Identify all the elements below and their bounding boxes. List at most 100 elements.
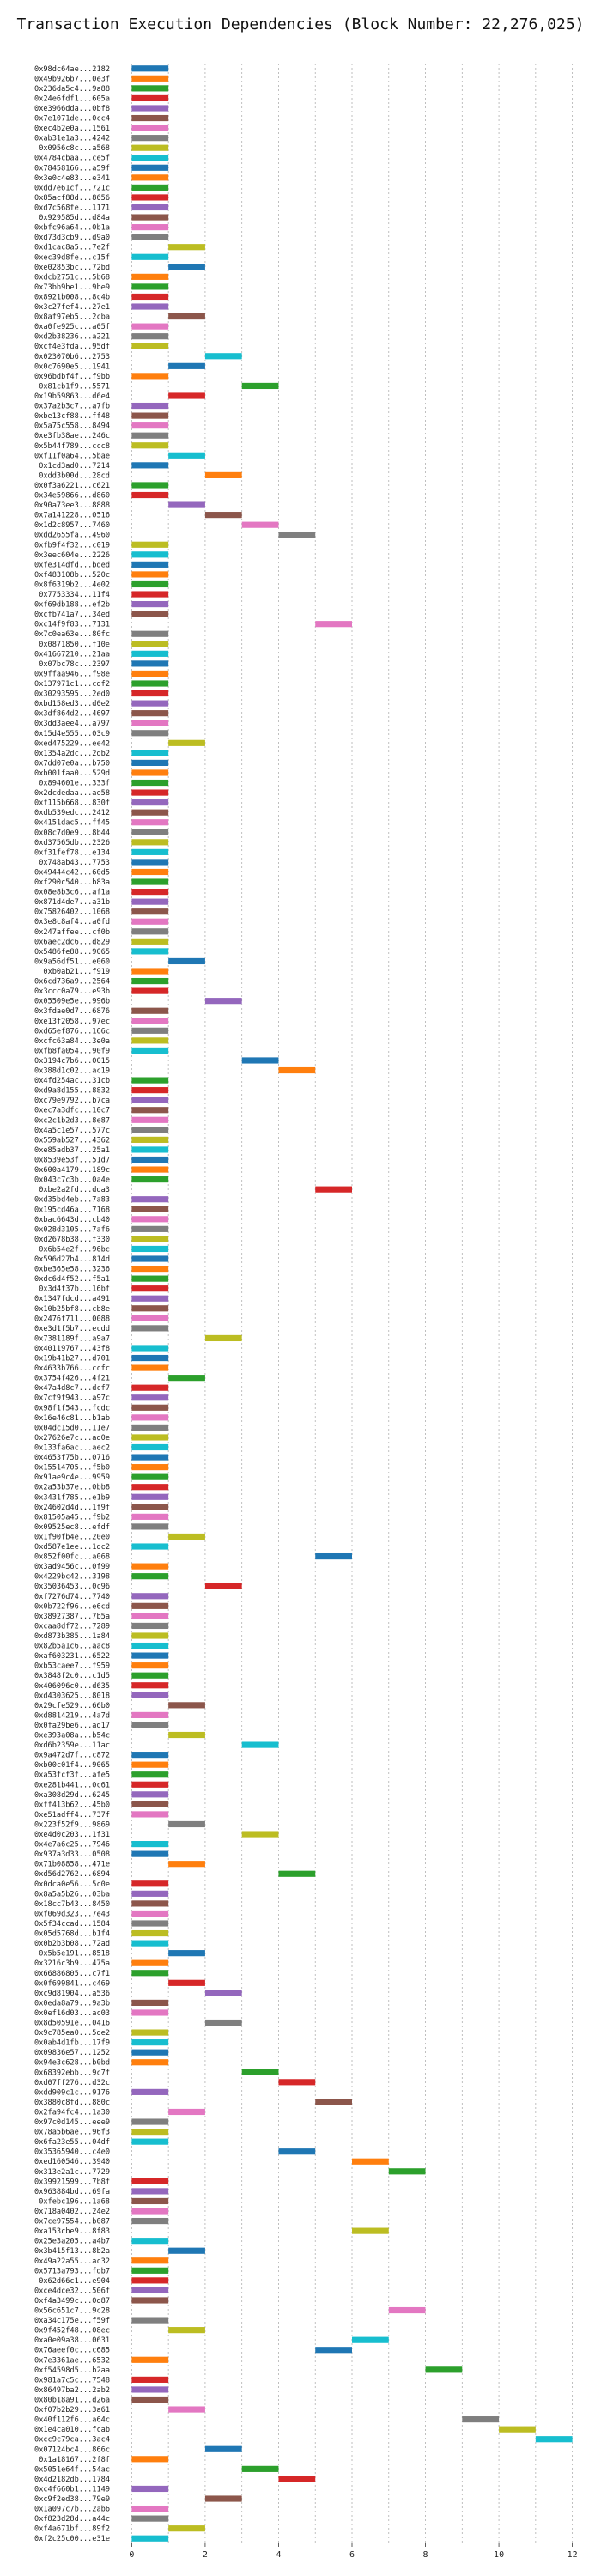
y-tick-label: 0x894601e...333f [39, 780, 110, 788]
transaction-bar [131, 889, 169, 896]
y-tick-label: 0xf115b668...830f [34, 799, 110, 808]
transaction-bar [168, 1533, 205, 1540]
transaction-bar [131, 293, 169, 301]
transaction-bar [352, 2227, 389, 2234]
y-tick-label: 0xd1cac8a5...7e2f [34, 244, 110, 252]
y-tick-label: 0x98f1f543...fcdc [34, 1404, 110, 1413]
transaction-bar [131, 700, 169, 707]
y-tick-label: 0xcaa8df72...7289 [34, 1622, 110, 1631]
transaction-bar [131, 2178, 169, 2184]
y-tick-label: 0x137971c1...cdf2 [34, 680, 110, 689]
y-tick-label: 0xe3d1f5b7...ecdd [34, 1325, 110, 1334]
y-tick-label: 0xbd158ed3...d0e2 [34, 700, 110, 708]
y-tick-label: 0x96bdbf4f...f9bb [34, 373, 110, 381]
transaction-bar [131, 343, 169, 349]
y-tick-label: 0xf2c25c00...e31e [34, 2535, 110, 2543]
transaction-bar [315, 621, 352, 628]
y-tick-label: 0x6aec2dc6...d829 [34, 938, 110, 946]
transaction-bar [131, 829, 169, 835]
transaction-bar [131, 2297, 169, 2304]
y-tick-label: 0x4e7a6c25...7946 [34, 1841, 110, 1850]
y-tick-label: 0x2476f711...0088 [34, 1315, 110, 1323]
transaction-bar [131, 1543, 169, 1550]
y-tick-label: 0x1cd3ad0...7214 [39, 462, 110, 471]
transaction-bar [131, 1424, 169, 1431]
x-tick-label: 4 [276, 2550, 281, 2560]
transaction-bar [131, 1434, 169, 1441]
y-tick-label: 0x24602d4d...1f9f [34, 1504, 110, 1512]
y-tick-label: 0x05d5768d...b1f4 [34, 1930, 110, 1939]
y-tick-label: 0xdc6d4f52...f5a1 [34, 1275, 110, 1284]
y-tick-label: 0x85acf88d...8656 [34, 194, 110, 203]
y-tick-label: 0xe3fb38ae...246c [34, 432, 110, 440]
transaction-bar [131, 938, 169, 945]
x-tick-label: 12 [568, 2550, 578, 2560]
y-tick-label: 0xe02853bc...72bd [34, 264, 110, 272]
y-tick-label: 0x15d4e555...03c9 [34, 730, 110, 738]
transaction-bar [131, 125, 169, 131]
transaction-bar [204, 2019, 242, 2026]
transaction-bar [131, 1781, 169, 1788]
y-tick-label: 0xf54598d5...b2aa [34, 2366, 110, 2375]
y-tick-label: 0xc14f9f83...7131 [34, 621, 110, 629]
transaction-bar [168, 501, 205, 508]
transaction-bar [131, 1880, 169, 1887]
y-tick-label: 0x35365940...c4e0 [34, 2148, 110, 2157]
y-tick-label: 0x73bb9be1...9be9 [34, 283, 110, 292]
x-tick-label: 0 [129, 2550, 134, 2560]
y-tick-label: 0x5f34ccad...1584 [34, 1920, 110, 1929]
transaction-bar [131, 1959, 169, 1966]
y-tick-label: 0xbe365e58...3236 [34, 1266, 110, 1274]
y-tick-label: 0x6b54e2f...96bc [39, 1245, 110, 1254]
transaction-bar [131, 571, 169, 578]
transaction-bar [131, 432, 169, 439]
y-tick-label: 0x37a2b3c7...a7fb [34, 403, 110, 411]
transaction-bar [241, 521, 279, 528]
y-tick-label: 0x0956c8c...a568 [39, 144, 110, 153]
y-tick-label: 0x19b59863...d6e4 [34, 392, 110, 401]
y-tick-label: 0xd2678b38...f330 [34, 1236, 110, 1244]
y-tick-label: 0x4a5c1e57...577c [34, 1127, 110, 1135]
transaction-bar [131, 1513, 169, 1520]
transaction-bar [131, 2257, 169, 2264]
transaction-bar [131, 859, 169, 866]
y-tick-label: 0x7381189f...a9a7 [34, 1334, 110, 1343]
transaction-bar [131, 1255, 169, 1262]
y-tick-label: 0x3d4f37b...16bf [39, 1285, 110, 1294]
y-tick-label: 0xc79e9792...b7ca [34, 1097, 110, 1105]
y-tick-label: 0xd2b38236...a221 [34, 333, 110, 342]
transaction-bar [131, 839, 169, 846]
transaction-bar [131, 1622, 169, 1630]
y-tick-label: 0x313e2a1c...7729 [34, 2168, 110, 2177]
transaction-bar [131, 2129, 169, 2136]
transaction-bar [131, 2386, 169, 2393]
transaction-bar [131, 759, 169, 766]
transaction-bar [131, 1206, 169, 1212]
transaction-bar [131, 2197, 169, 2205]
y-tick-label: 0x66886805...c7f1 [34, 1970, 110, 1978]
y-tick-label: 0xd6b2359e...11ac [34, 1741, 110, 1750]
y-tick-label: 0x39921599...7b8f [34, 2178, 110, 2186]
x-tick-label: 10 [494, 2550, 504, 2560]
y-tick-label: 0xf290c540...b83a [34, 878, 110, 887]
transaction-bar [241, 2069, 279, 2075]
chart-title: Transaction Execution Dependencies (Bloc… [16, 15, 585, 33]
transaction-bar [131, 373, 169, 380]
x-tick-label: 2 [203, 2550, 208, 2560]
transaction-bar [131, 1652, 169, 1659]
y-tick-label: 0xc9d81904...a536 [34, 1990, 110, 1998]
transaction-bar [168, 1731, 205, 1739]
transaction-bar [204, 1583, 242, 1589]
y-tick-label: 0xdcb2751c...5b68 [34, 273, 110, 282]
y-tick-label: 0x4151dac5...ff45 [34, 819, 110, 828]
transaction-bar [315, 2347, 352, 2354]
y-tick-label: 0xbac6643d...cb40 [34, 1216, 110, 1224]
transaction-bar [241, 1741, 279, 1748]
y-tick-label: 0x4d2182db...1784 [34, 2476, 110, 2484]
y-tick-label: 0xc4f660b1...1149 [34, 2485, 110, 2494]
y-tick-label: 0x1a097c7b...2ab6 [34, 2506, 110, 2514]
transaction-bar [131, 1077, 169, 1084]
transaction-bar [131, 224, 169, 231]
transaction-bar [131, 650, 169, 657]
y-tick-label: 0xd8814219...4a7d [34, 1711, 110, 1720]
